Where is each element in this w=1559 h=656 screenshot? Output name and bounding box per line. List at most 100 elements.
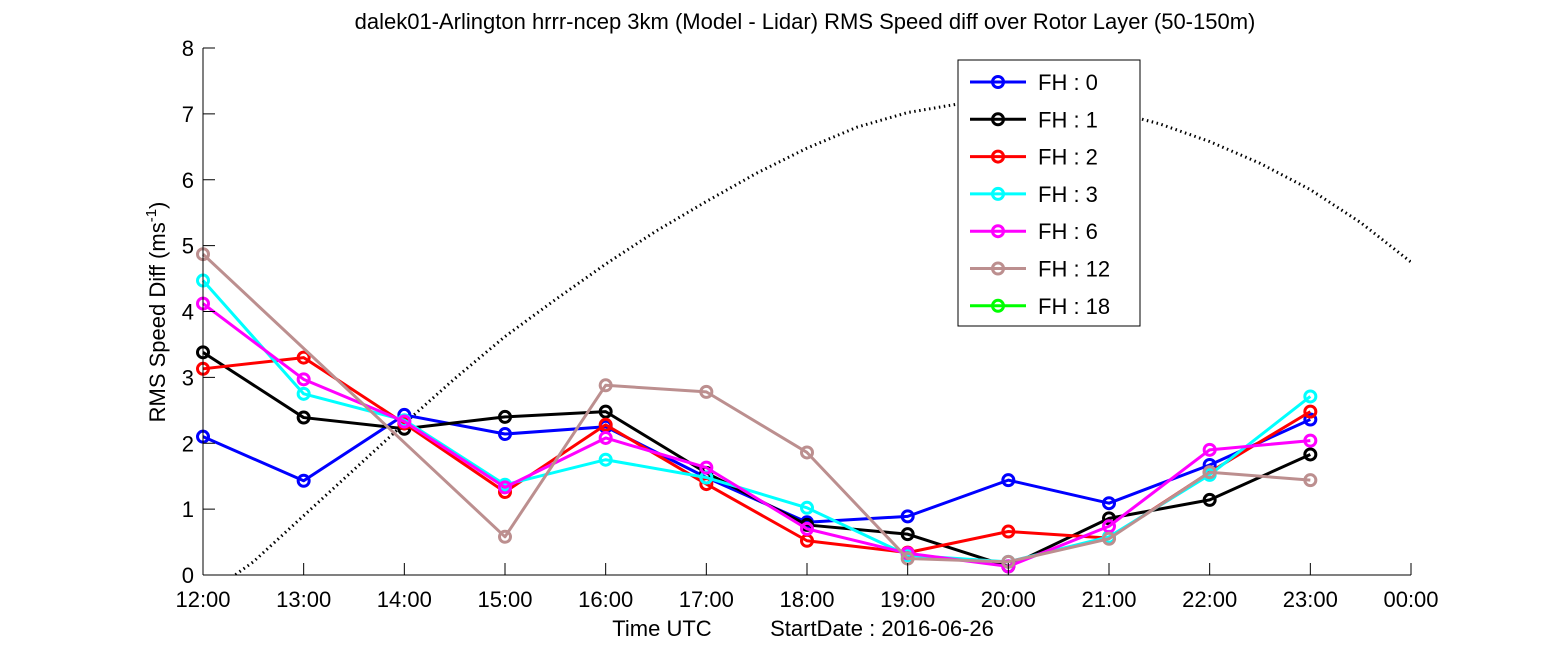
data-point — [1102, 496, 1116, 511]
y-tick-label: 2 — [182, 431, 194, 456]
y-axis-label: RMS Speed Diff (ms-1) — [143, 202, 170, 423]
data-point — [900, 509, 915, 524]
legend-swatch-marker — [991, 112, 1005, 127]
series-line — [201, 253, 1311, 564]
data-point — [598, 417, 613, 432]
legend-label: FH : 6 — [1038, 219, 1098, 244]
data-point — [800, 445, 814, 460]
data-point — [1202, 442, 1217, 457]
reference-curve — [232, 100, 1411, 575]
legend-label: FH : 18 — [1038, 294, 1110, 319]
data-point — [1303, 447, 1318, 462]
legend-item: FH : 1 — [970, 107, 1098, 132]
data-point — [598, 452, 613, 467]
y-axis-label-main: RMS Speed Diff (ms — [145, 222, 170, 422]
chart-title: dalek01-Arlington hrrr-ncep 3km (Model -… — [355, 9, 1256, 34]
legend-swatch-marker — [991, 224, 1005, 239]
data-point — [498, 529, 512, 544]
plot-background — [203, 48, 1411, 575]
legend-item: FH : 2 — [970, 145, 1098, 170]
data-point — [1202, 492, 1217, 507]
x-tick-label: 19:00 — [880, 587, 935, 612]
data-point — [598, 378, 613, 393]
y-tick-label: 5 — [182, 234, 194, 259]
series-layer — [196, 247, 1318, 574]
x-tick-label: 20:00 — [981, 587, 1036, 612]
x-tick-label: 00:00 — [1383, 587, 1438, 612]
data-point — [296, 473, 311, 488]
legend-label: FH : 12 — [1038, 257, 1110, 282]
legend-swatch-marker — [991, 261, 1005, 276]
start-date-label: StartDate : 2016-06-26 — [770, 616, 994, 641]
y-tick-label: 6 — [182, 168, 194, 193]
y-tick-label: 8 — [182, 36, 194, 61]
data-point — [498, 409, 512, 424]
legend-swatch-marker — [991, 186, 1005, 201]
data-point — [598, 430, 613, 445]
x-axis-ticks: 12:00 13:00 14:00 15:00 16:00 17:00 18:00 19:00… — [175, 563, 1439, 612]
legend-label: FH : 3 — [1038, 182, 1098, 207]
x-tick-label: 12:00 — [175, 587, 230, 612]
legend-label: FH : 1 — [1038, 107, 1098, 132]
data-point — [296, 372, 311, 387]
data-point — [397, 414, 412, 429]
data-point — [1202, 465, 1217, 480]
data-point — [1303, 389, 1318, 404]
data-point — [1303, 404, 1318, 419]
y-axis-label-sup: -1 — [143, 209, 160, 222]
x-tick-label: 15:00 — [477, 587, 532, 612]
data-point — [296, 410, 311, 425]
reference-curve-layer — [232, 100, 1411, 575]
data-point — [498, 480, 512, 495]
legend-item: FH : 6 — [970, 219, 1098, 244]
legend-item: FH : 12 — [970, 257, 1110, 282]
y-tick-label: 3 — [182, 365, 194, 390]
x-axis-label: Time UTC — [612, 616, 712, 641]
data-point — [1303, 473, 1318, 488]
data-point — [699, 384, 714, 399]
y-axis-ticks: 0 1 2 3 4 5 6 7 8 — [182, 36, 215, 588]
data-point — [1303, 412, 1318, 427]
legend: FH : 0 FH : 1 FH : 2 FH : 3 FH : 6 FH : 12 FH … — [957, 59, 1141, 327]
y-tick-label: 7 — [182, 102, 194, 127]
x-tick-label: 18:00 — [779, 587, 834, 612]
y-tick-label: 0 — [182, 563, 194, 588]
data-point — [1001, 473, 1016, 488]
data-point — [598, 404, 613, 419]
x-tick-label: 22:00 — [1182, 587, 1237, 612]
data-point — [296, 350, 311, 365]
legend-item: FH : 0 — [970, 70, 1098, 95]
legend-swatch-marker — [991, 149, 1005, 164]
data-point — [800, 521, 814, 536]
data-point — [1102, 511, 1116, 526]
plot-area — [196, 48, 1411, 576]
data-point — [800, 500, 814, 515]
y-tick-label: 4 — [182, 300, 194, 325]
data-point — [296, 386, 311, 401]
legend-label: FH : 2 — [1038, 145, 1098, 170]
series-fh-6 — [196, 296, 1318, 574]
data-point — [1102, 519, 1116, 534]
legend-item: FH : 18 — [970, 294, 1110, 319]
data-point — [699, 460, 714, 475]
y-tick-label: 1 — [182, 497, 194, 522]
x-tick-label: 16:00 — [578, 587, 633, 612]
x-tick-label: 21:00 — [1081, 587, 1136, 612]
legend-label: FH : 0 — [1038, 70, 1098, 95]
x-tick-label: 17:00 — [679, 587, 734, 612]
x-tick-label: 13:00 — [276, 587, 331, 612]
x-tick-label: 23:00 — [1283, 587, 1338, 612]
y-axis-label-close: ) — [145, 202, 170, 209]
legend-items: FH : 0 FH : 1 FH : 2 FH : 3 FH : 6 FH : 12 FH … — [970, 70, 1110, 319]
data-point — [1001, 524, 1016, 539]
legend-swatch-marker — [991, 298, 1005, 313]
data-point — [498, 427, 512, 442]
data-point — [900, 527, 915, 542]
x-tick-label: 14:00 — [377, 587, 432, 612]
legend-swatch-marker — [991, 75, 1005, 89]
data-point — [1303, 433, 1318, 448]
legend-item: FH : 3 — [970, 182, 1098, 207]
series-line — [202, 302, 1311, 568]
data-point — [1102, 531, 1116, 546]
